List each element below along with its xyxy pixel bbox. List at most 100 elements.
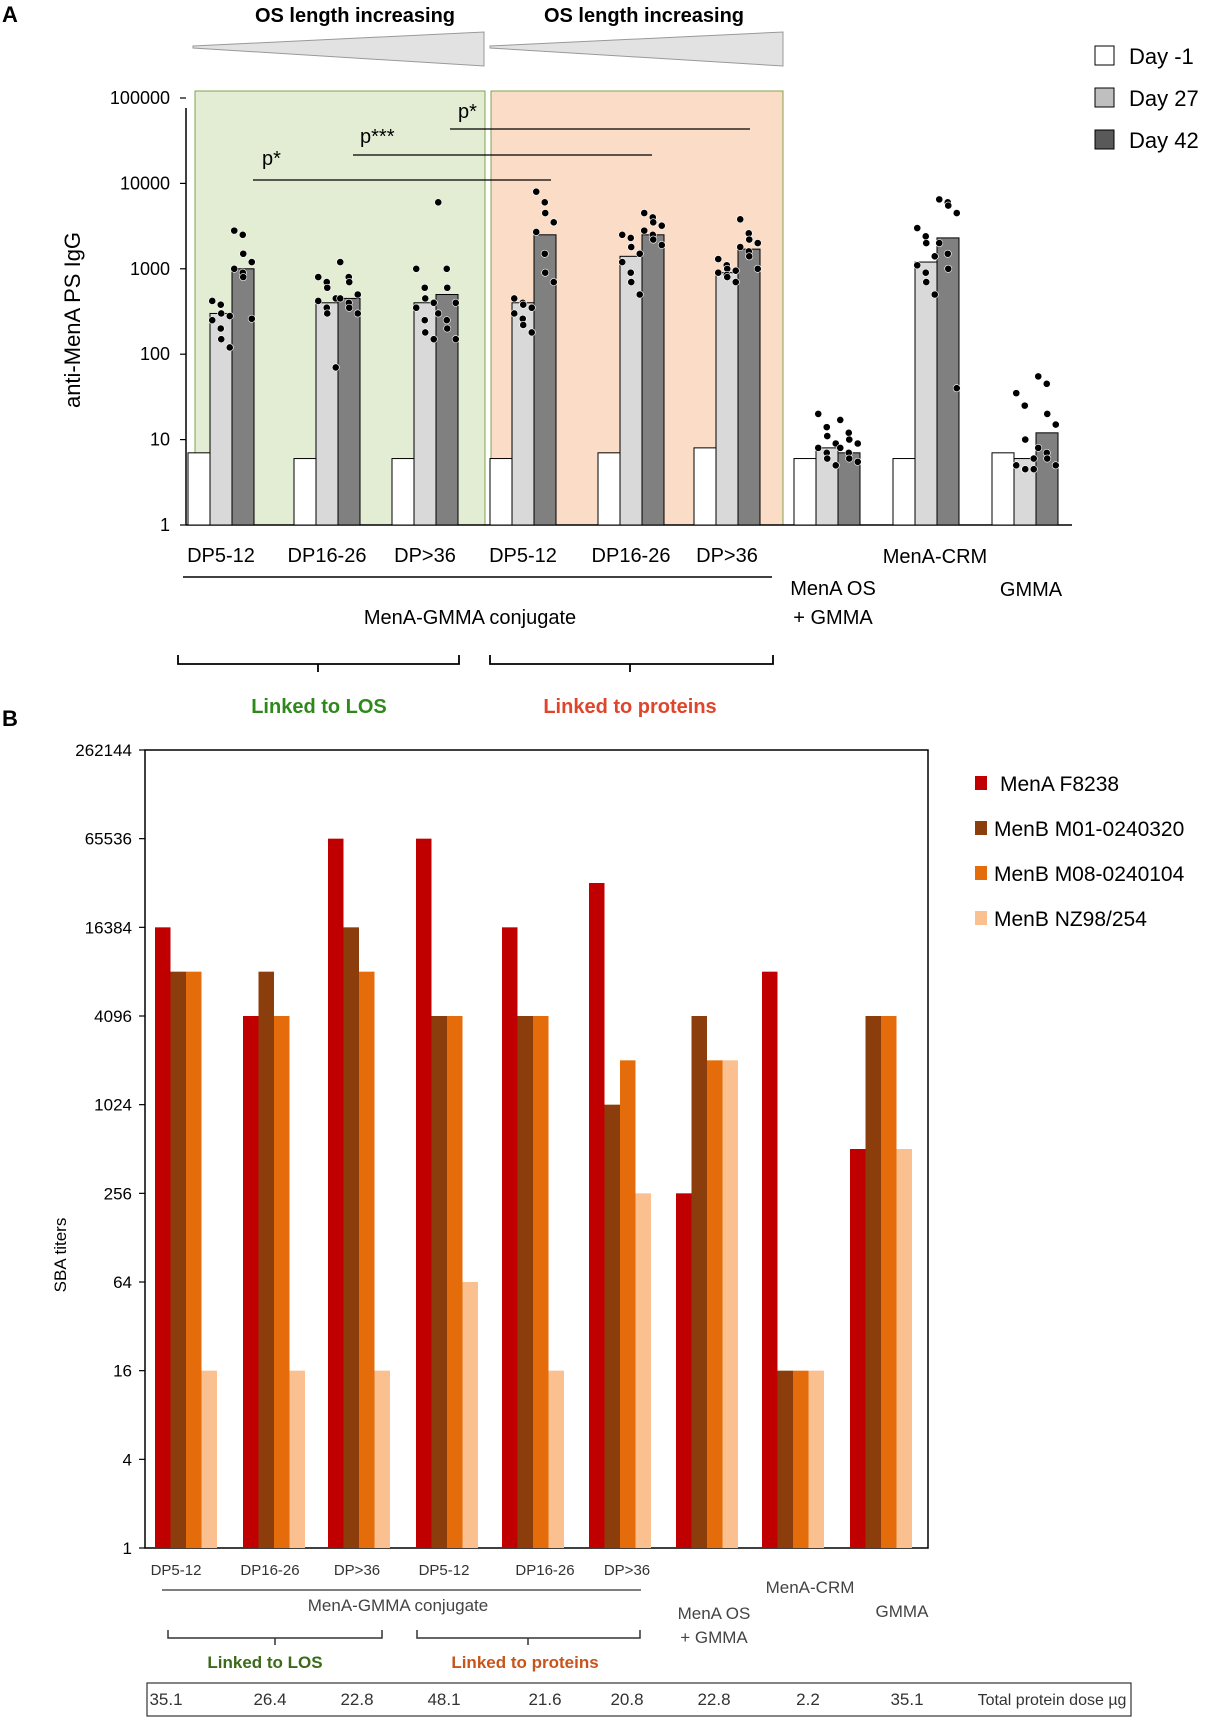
data-point-a (412, 264, 421, 273)
data-point-a (1029, 454, 1038, 463)
bar-b-mena-f8238 (762, 971, 778, 1548)
legend-swatch-mena-f8238 (975, 776, 987, 790)
legend-label-menb-m01: MenB M01-0240320 (994, 818, 1184, 841)
b-cat-1: DP5-12 (151, 1562, 202, 1579)
a-cat-4: DP5-12 (489, 545, 557, 567)
data-point-a (527, 328, 536, 337)
bar-b-mena-f8238 (328, 838, 344, 1548)
data-point-a (853, 457, 862, 466)
y-tick-label-a: 100 (140, 344, 170, 364)
y-tick-label-b: 4 (123, 1450, 132, 1469)
bars-b (155, 838, 912, 1548)
data-point-a (627, 243, 636, 251)
data-point-a (353, 309, 362, 318)
legend-label-day27: Day 27 (1129, 86, 1199, 111)
data-point-a (434, 309, 443, 318)
data-point-a (836, 416, 845, 424)
bar-a-day-m1 (489, 458, 513, 526)
legend-label-mena-f8238: MenA F8238 (1000, 773, 1119, 796)
b-cat-5: DP16-26 (515, 1562, 574, 1579)
dose-value: 26.4 (253, 1690, 286, 1709)
y-axis-label-a: anti-MenA PS IgG (60, 232, 85, 408)
bar-b-menb-nz98 (289, 1370, 305, 1548)
bar-b-menb-nz98 (896, 1149, 912, 1548)
data-point-a (844, 428, 853, 437)
data-point-a (429, 335, 438, 344)
bar-a-day42 (337, 297, 361, 526)
a-cat-1: DP5-12 (187, 545, 255, 567)
legend-swatch-day42 (1094, 129, 1115, 150)
a-cat-menaos-2: + GMMA (793, 607, 873, 629)
data-point-a (549, 278, 558, 286)
data-point-a (527, 303, 536, 312)
bar-a-day42 (1035, 432, 1059, 526)
bar-b-menb-m08 (274, 1016, 290, 1548)
panel-a: A OS length increasing OS length increas… (2, 2, 1199, 718)
data-point-a (657, 221, 666, 230)
data-point-a (225, 343, 234, 352)
y-tick-label-b: 16 (113, 1362, 132, 1381)
bar-b-mena-f8238 (155, 927, 171, 1548)
data-point-a (540, 249, 549, 258)
brace-proteins-a (489, 655, 774, 672)
data-point-a (944, 201, 953, 210)
data-point-a (451, 335, 460, 344)
data-point-a (649, 235, 658, 244)
bar-b-menb-nz98 (462, 1282, 478, 1548)
a-cat-3: DP>36 (394, 545, 456, 567)
data-point-a (640, 226, 649, 235)
data-point-a (952, 384, 961, 393)
data-point-a (745, 235, 754, 244)
legend-swatch-day-m1 (1094, 45, 1115, 66)
data-point-a (540, 198, 549, 207)
bar-a-day-m1 (693, 447, 717, 526)
bar-a-day-m1 (391, 458, 415, 526)
data-point-a (1029, 465, 1038, 474)
data-point-a (1042, 379, 1051, 388)
bar-a-day42 (936, 237, 960, 526)
y-tick-label-a: 1 (160, 515, 170, 535)
y-tick-label-b: 1 (123, 1539, 132, 1558)
data-point-a (714, 255, 723, 263)
b-cat-4: DP5-12 (419, 1562, 470, 1579)
data-point-a (845, 435, 854, 444)
dose-label: Total protein dose µg (978, 1692, 1127, 1709)
data-point-a (247, 314, 256, 323)
y-ticks-b: 1 4 16 64 256 1024 4096 16384 65536 262144 (75, 741, 145, 1558)
data-point-a (230, 264, 239, 273)
y-tick-label-a: 100000 (110, 88, 170, 108)
data-point-a (208, 297, 217, 305)
data-point-a (823, 454, 832, 463)
bar-b-menb-m08 (447, 1016, 463, 1548)
data-point-a (323, 283, 332, 292)
y-tick-label-b: 262144 (75, 741, 132, 760)
bar-a-day27 (315, 302, 339, 526)
bar-b-menb-m01 (691, 1016, 707, 1548)
data-point-a (944, 264, 953, 273)
linked-to-los-label-b: Linked to LOS (207, 1653, 322, 1672)
data-point-a (1021, 465, 1030, 474)
panel-b: B 1 4 16 64 256 1024 4096 16384 65536 262144 SBA … (2, 706, 1185, 1717)
data-point-a (635, 249, 644, 258)
y-tick-label-b: 16384 (85, 918, 132, 937)
data-point-a (1043, 409, 1052, 418)
data-point-a (1051, 420, 1060, 429)
y-ticks-a: 100000 10000 1000 100 10 1 (110, 88, 186, 535)
data-point-a (216, 300, 225, 309)
data-point-a (753, 239, 762, 247)
b-cat-6: DP>36 (604, 1562, 650, 1579)
bar-a-day-m1 (892, 458, 916, 526)
linked-to-los-label-a: Linked to LOS (251, 696, 387, 718)
bar-b-menb-m08 (186, 971, 202, 1548)
data-point-a (412, 303, 421, 312)
a-cat-2: DP16-26 (288, 545, 367, 567)
sig-label-3: p* (458, 101, 477, 123)
y-tick-label-b: 65536 (85, 830, 132, 849)
bar-b-menb-nz98 (201, 1370, 217, 1548)
bar-a-day27 (914, 261, 938, 526)
data-point-a (429, 298, 438, 307)
data-point-a (952, 209, 961, 217)
dose-values: 35.1 26.4 22.8 48.1 21.6 20.8 22.8 2.2 35.1 (149, 1690, 923, 1709)
a-cat-gmma: GMMA (1000, 579, 1063, 601)
data-point-a (627, 278, 636, 286)
